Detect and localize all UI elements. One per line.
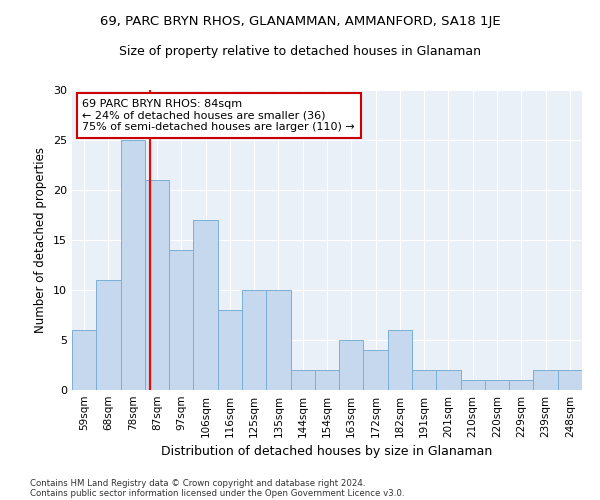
Bar — [412, 370, 436, 390]
Bar — [290, 370, 315, 390]
Bar — [145, 180, 169, 390]
Bar — [558, 370, 582, 390]
Text: Contains public sector information licensed under the Open Government Licence v3: Contains public sector information licen… — [30, 488, 404, 498]
Bar — [533, 370, 558, 390]
Bar — [485, 380, 509, 390]
Text: 69, PARC BRYN RHOS, GLANAMMAN, AMMANFORD, SA18 1JE: 69, PARC BRYN RHOS, GLANAMMAN, AMMANFORD… — [100, 15, 500, 28]
Text: 69 PARC BRYN RHOS: 84sqm
← 24% of detached houses are smaller (36)
75% of semi-d: 69 PARC BRYN RHOS: 84sqm ← 24% of detach… — [82, 99, 355, 132]
Bar — [461, 380, 485, 390]
X-axis label: Distribution of detached houses by size in Glanaman: Distribution of detached houses by size … — [161, 446, 493, 458]
Bar — [121, 140, 145, 390]
Bar — [242, 290, 266, 390]
Bar — [339, 340, 364, 390]
Text: Contains HM Land Registry data © Crown copyright and database right 2024.: Contains HM Land Registry data © Crown c… — [30, 478, 365, 488]
Bar — [266, 290, 290, 390]
Bar — [218, 310, 242, 390]
Bar — [436, 370, 461, 390]
Y-axis label: Number of detached properties: Number of detached properties — [34, 147, 47, 333]
Bar — [193, 220, 218, 390]
Bar — [509, 380, 533, 390]
Bar — [364, 350, 388, 390]
Bar — [72, 330, 96, 390]
Bar — [169, 250, 193, 390]
Bar — [96, 280, 121, 390]
Bar — [315, 370, 339, 390]
Text: Size of property relative to detached houses in Glanaman: Size of property relative to detached ho… — [119, 45, 481, 58]
Bar — [388, 330, 412, 390]
